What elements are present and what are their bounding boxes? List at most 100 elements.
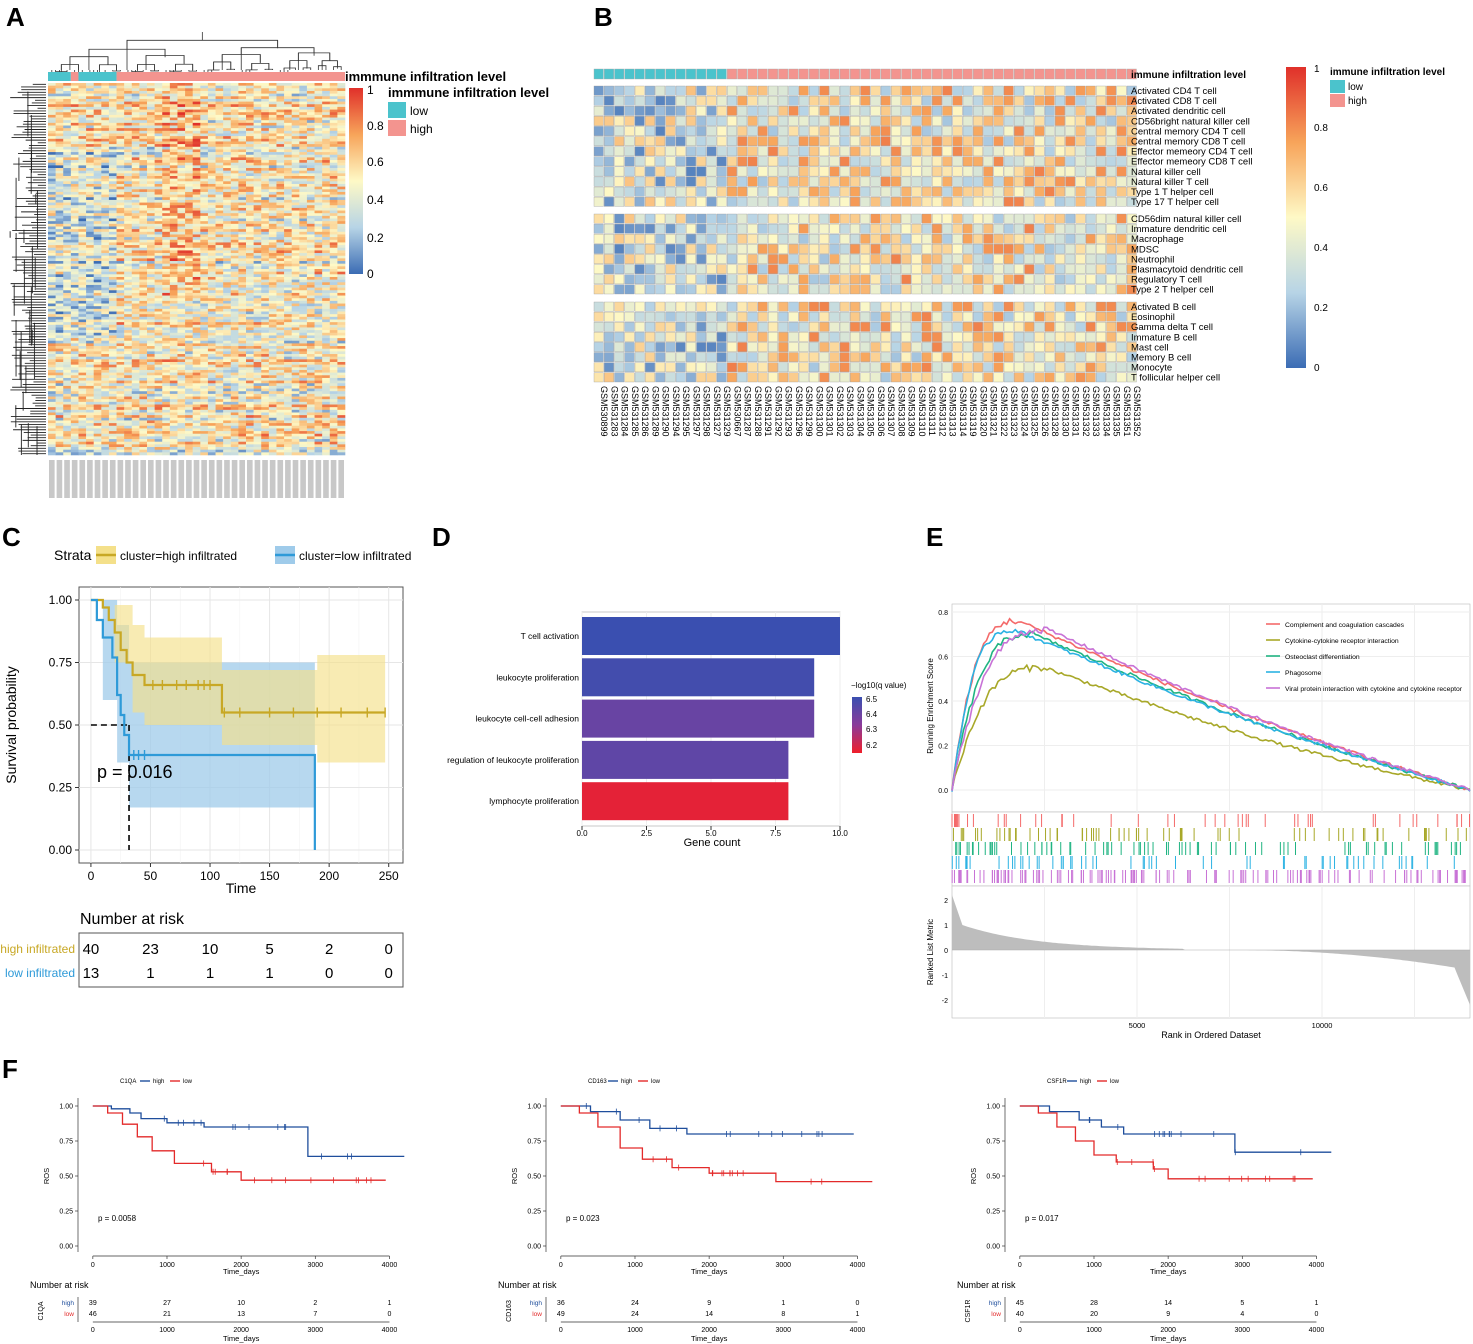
- heat-cell: [253, 380, 262, 384]
- heat-cell: [70, 330, 79, 334]
- heat-cell: [253, 271, 262, 275]
- heat-cell: [306, 253, 315, 257]
- heat-cell: [238, 83, 247, 86]
- heat-cell: [284, 359, 292, 363]
- heat-cell: [314, 396, 323, 400]
- heat-cell: [101, 231, 110, 235]
- heat-cell: [299, 274, 308, 278]
- heat-cell: [116, 308, 125, 312]
- heat-cell: [154, 287, 163, 291]
- heat-cell: [322, 122, 331, 126]
- heat-cell: [253, 284, 262, 288]
- heat-cell: [93, 343, 102, 347]
- heat-cell: [185, 364, 193, 368]
- heat-cell: [116, 160, 125, 164]
- heat-cell: [78, 223, 87, 227]
- heat-cell: [147, 354, 155, 357]
- heat-cell: [230, 316, 239, 320]
- heat-cell: [207, 300, 216, 304]
- heat-cell: [139, 372, 148, 376]
- heat-cell: [246, 303, 254, 307]
- heat-cell: [116, 284, 125, 288]
- heat-cell: [70, 186, 79, 190]
- heat-cell: [223, 226, 232, 230]
- heat-cell: [124, 104, 133, 108]
- heat-cell: [329, 375, 338, 379]
- heat-cell: [314, 327, 323, 331]
- heat-cell: [261, 202, 270, 206]
- heat-cell: [55, 327, 64, 331]
- heat-cell: [162, 229, 171, 233]
- heat-cell: [207, 229, 216, 233]
- heat-cell: [93, 160, 102, 164]
- heat-cell: [108, 338, 117, 342]
- heat-cell: [230, 157, 239, 161]
- heat-cell: [55, 176, 64, 179]
- heat-cell: [154, 128, 163, 132]
- heat-cell: [124, 396, 133, 400]
- heat-cell: [55, 319, 64, 323]
- heat-cell: [291, 231, 300, 235]
- heat-cell: [55, 93, 64, 97]
- heat-cell: [230, 130, 239, 134]
- heat-cell: [93, 213, 102, 217]
- heat-cell: [284, 375, 292, 379]
- heat-cell: [108, 369, 117, 373]
- heat-cell: [230, 250, 239, 254]
- heat-cell: [55, 117, 64, 121]
- heat-cell: [169, 138, 178, 142]
- heat-cell: [177, 178, 186, 182]
- heat-cell: [207, 157, 216, 161]
- heat-cell: [63, 364, 72, 368]
- heat-cell: [337, 221, 346, 225]
- heat-cell: [48, 144, 56, 148]
- heat-cell: [215, 324, 224, 328]
- heat-cell: [291, 234, 300, 238]
- heat-cell: [86, 194, 94, 198]
- heat-cell: [200, 282, 209, 286]
- heat-cell: [200, 399, 209, 403]
- heat-cell: [139, 375, 148, 379]
- heat-cell: [70, 311, 79, 315]
- heat-cell: [116, 237, 125, 241]
- heat-cell: [101, 104, 110, 108]
- heat-cell: [147, 130, 155, 134]
- heat-cell: [116, 330, 125, 334]
- heat-cell: [70, 287, 79, 291]
- heat-cell: [322, 396, 331, 400]
- heat-cell: [215, 162, 224, 166]
- heat-cell: [63, 229, 72, 233]
- heat-cell: [101, 168, 110, 171]
- heat-cell: [329, 351, 338, 355]
- heat-cell: [207, 83, 216, 86]
- heat-cell: [185, 181, 193, 185]
- heat-cell: [124, 245, 133, 249]
- heat-cell: [207, 239, 216, 243]
- heat-cell: [306, 218, 315, 222]
- heat-cell: [86, 359, 94, 363]
- heat-cell: [337, 292, 346, 296]
- heat-cell: [147, 88, 155, 92]
- heat-cell: [261, 104, 270, 108]
- heat-cell: [185, 152, 193, 156]
- heat-cell: [78, 162, 87, 166]
- heat-cell: [215, 109, 224, 113]
- heat-cell: [116, 199, 125, 203]
- heat-cell: [299, 348, 308, 352]
- heat-cell: [139, 295, 148, 299]
- heat-cell: [70, 149, 79, 153]
- heat-cell: [329, 93, 338, 97]
- heat-cell: [253, 128, 262, 132]
- heat-cell: [154, 311, 163, 315]
- heat-cell: [131, 197, 140, 201]
- heat-cell: [238, 284, 247, 288]
- heat-cell: [207, 149, 216, 153]
- heat-cell: [253, 253, 262, 257]
- heat-cell: [147, 261, 155, 264]
- heat-cell: [55, 372, 64, 376]
- heat-cell: [299, 306, 308, 310]
- heat-cell: [124, 160, 133, 164]
- heat-cell: [101, 372, 110, 376]
- heat-cell: [169, 290, 178, 294]
- heat-cell: [322, 106, 331, 110]
